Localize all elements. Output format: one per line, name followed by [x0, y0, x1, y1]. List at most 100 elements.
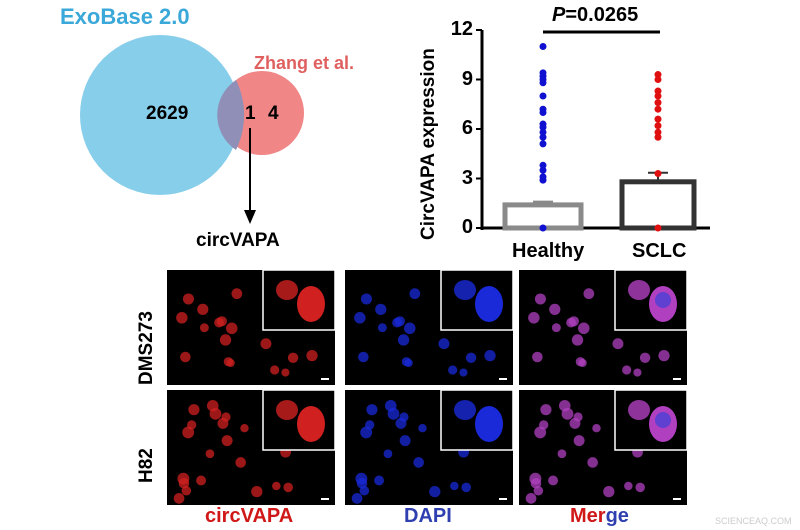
data-point — [654, 133, 662, 141]
cell — [399, 435, 411, 447]
data-point — [539, 224, 547, 232]
cell — [375, 303, 387, 315]
cell — [272, 481, 281, 491]
data-point — [654, 87, 662, 95]
arrow-head-icon — [244, 210, 256, 224]
p-value-annotation: P=0.0265 — [552, 4, 638, 27]
cell — [540, 404, 552, 416]
cell — [459, 368, 468, 377]
cell — [360, 426, 373, 439]
cell — [182, 426, 195, 439]
cell — [351, 493, 363, 504]
cell — [383, 449, 393, 459]
cell — [216, 316, 227, 327]
cell — [403, 322, 416, 335]
cell — [429, 485, 441, 498]
cell — [205, 449, 215, 459]
cell — [532, 351, 543, 363]
inset-cell — [454, 400, 476, 420]
inset-cell — [628, 280, 650, 300]
cell — [240, 423, 249, 433]
cell — [551, 323, 561, 333]
y-tick-label: 0 — [461, 216, 473, 238]
data-point — [654, 76, 662, 83]
x-tick-sclc: SCLC — [632, 240, 687, 262]
cell — [283, 482, 294, 493]
venn-overlap — [217, 80, 245, 150]
cell — [399, 412, 409, 422]
y-tick-label: 6 — [461, 117, 473, 139]
inset-cell — [276, 280, 298, 300]
col-label-dapi: DAPI — [404, 505, 452, 527]
cell — [534, 293, 546, 305]
cell — [592, 423, 601, 433]
cell — [360, 293, 372, 305]
cell — [199, 323, 209, 333]
cell — [384, 399, 397, 412]
cell — [221, 435, 233, 447]
data-point — [654, 71, 662, 79]
cell — [639, 352, 651, 363]
cell — [173, 493, 185, 504]
cell — [575, 357, 586, 367]
data-point — [654, 224, 662, 232]
cell — [225, 322, 238, 335]
data-point — [654, 122, 662, 130]
cell — [287, 352, 299, 363]
micrograph-dms273-col0 — [167, 269, 336, 385]
inset-cell — [297, 406, 325, 442]
cell — [612, 338, 624, 350]
cell — [461, 482, 472, 493]
y-tick-label: 12 — [450, 18, 473, 40]
p-value: =0.0265 — [565, 4, 639, 26]
data-point — [654, 105, 662, 113]
cell — [206, 399, 219, 412]
cell — [196, 475, 207, 486]
cell — [549, 303, 561, 315]
micrograph-dms273-col1 — [345, 269, 514, 385]
venn-circle-exobase — [80, 35, 240, 195]
cell — [182, 293, 194, 305]
data-point — [539, 133, 547, 141]
row-label-dms273: DMS273 — [136, 311, 157, 385]
data-point — [539, 166, 547, 174]
inset-cell — [475, 406, 503, 442]
cell — [197, 303, 209, 315]
merge-part-red: Mer — [570, 505, 606, 527]
cell — [635, 482, 646, 493]
cell — [658, 350, 670, 362]
inset-cell — [276, 400, 298, 420]
cell — [525, 493, 537, 504]
cell — [397, 334, 410, 346]
cell — [533, 485, 544, 496]
cell — [409, 288, 421, 300]
cell — [465, 352, 477, 363]
cell — [603, 485, 615, 498]
col-label-merge: Merge — [570, 505, 629, 528]
cell — [270, 365, 280, 375]
cell — [484, 350, 496, 362]
cell — [374, 475, 385, 486]
inset-cell — [454, 280, 476, 300]
inset-cell — [475, 286, 503, 322]
cell — [557, 449, 567, 459]
cell — [223, 357, 234, 367]
cell — [548, 475, 559, 486]
data-point — [539, 69, 547, 77]
cell — [438, 338, 450, 350]
data-point — [654, 99, 662, 107]
cell — [354, 312, 366, 324]
cell — [394, 316, 405, 327]
col-label-circvapa: circVAPA — [205, 505, 294, 527]
cell — [176, 312, 188, 324]
micrograph-h82-col1 — [345, 389, 514, 505]
data-point — [539, 105, 547, 113]
venn-count-zhang: 4 — [268, 103, 279, 124]
cell — [355, 472, 368, 485]
data-point — [654, 92, 662, 100]
cell — [306, 350, 318, 362]
